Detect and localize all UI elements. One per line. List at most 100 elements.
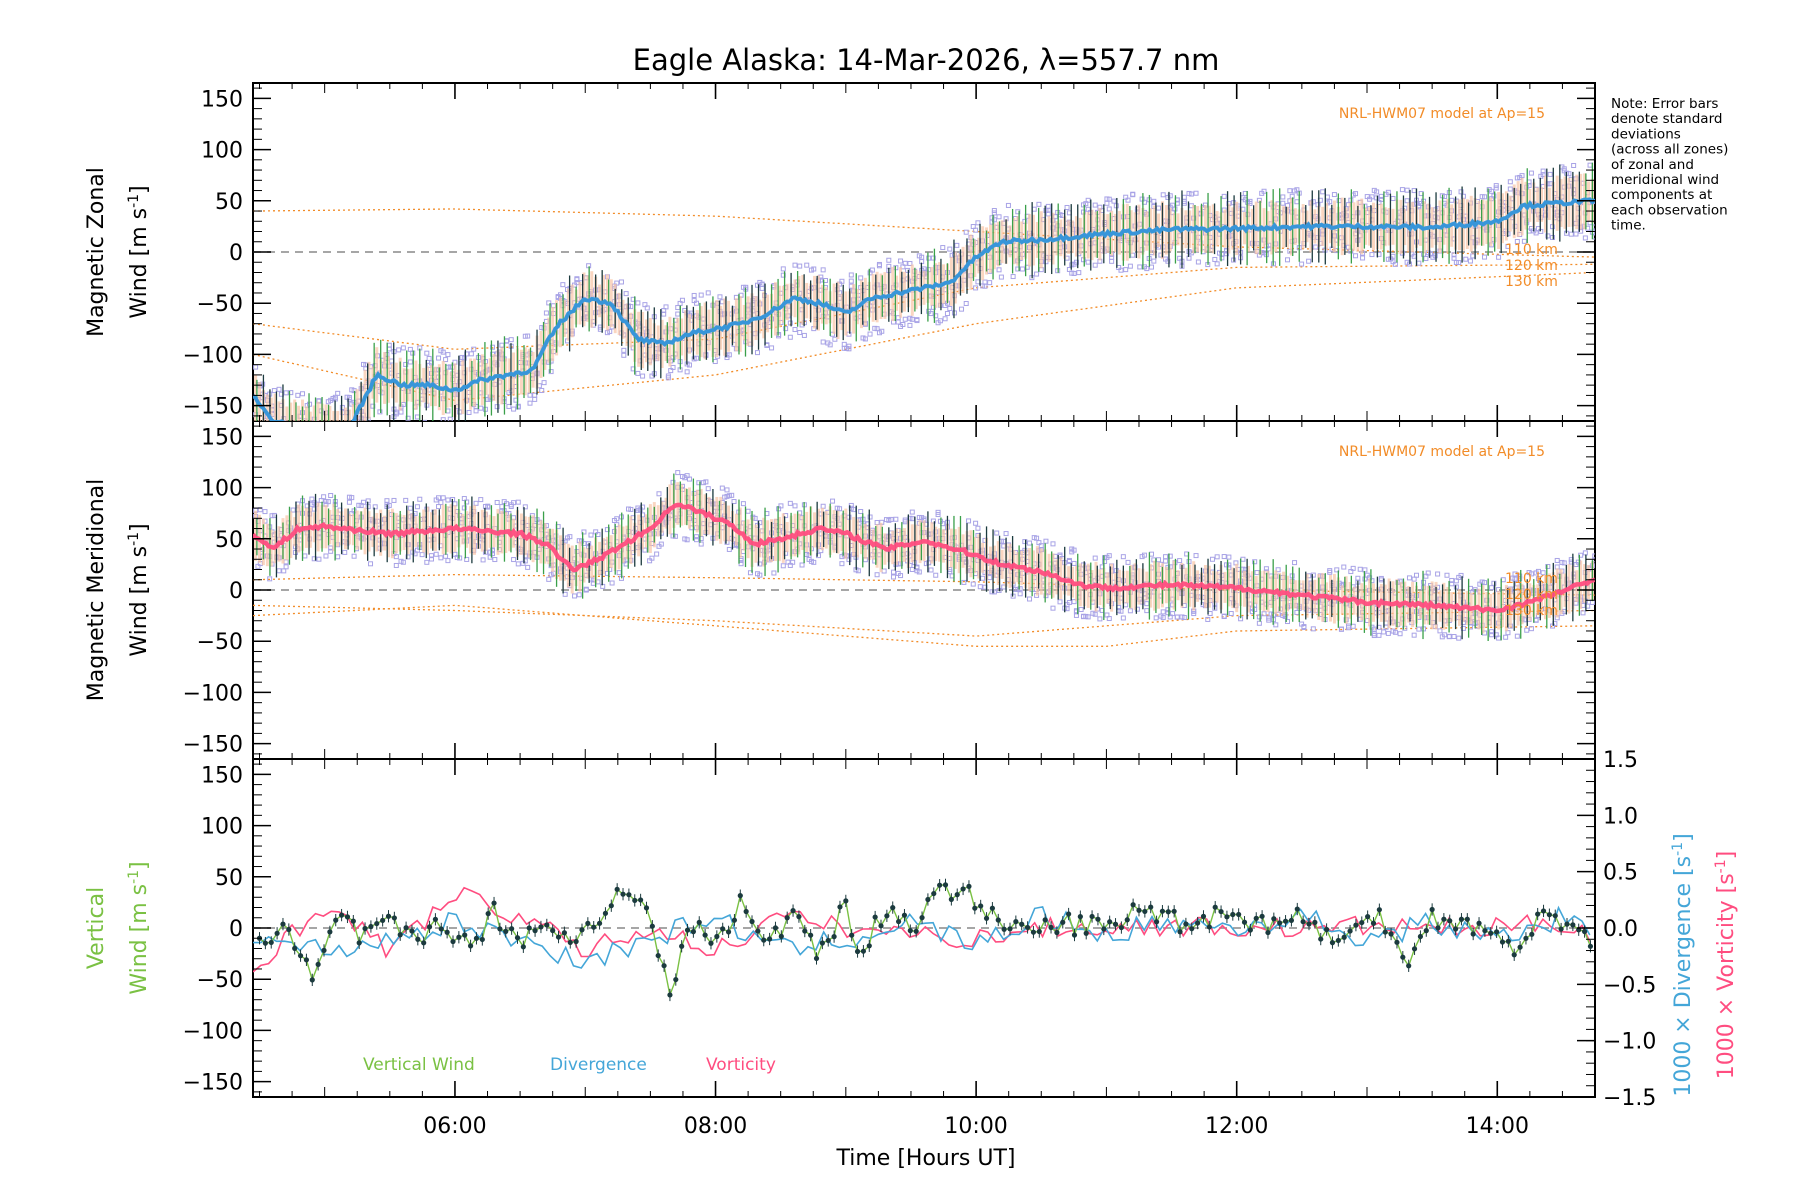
vertical-wind-point (1265, 929, 1271, 936)
zonal-zone-point (288, 390, 294, 396)
meridional-zone-point (1392, 629, 1398, 635)
meridional-zone-point (424, 559, 430, 565)
zonal-zone-point (780, 272, 786, 278)
vertical-wind-point (444, 929, 450, 935)
meridional-zone-point (980, 575, 986, 581)
zonal-zone-point (679, 297, 685, 303)
meridional-zone-point (1397, 631, 1403, 637)
meridional-zone-point (349, 495, 355, 501)
zonal-zone-point (560, 282, 566, 288)
meridional-zone-point (1120, 554, 1126, 560)
zonal-zone-point (1005, 202, 1011, 208)
zonal-zone-point (867, 331, 873, 337)
meridional-zone-point (684, 537, 690, 543)
meridional-zone-point (1451, 634, 1457, 639)
vertical-wind-point (374, 920, 380, 927)
meridional-zone-point (1528, 571, 1534, 577)
right-ytick-label: 1.0 (1603, 804, 1638, 829)
x-axis-title: Time [Hours UT] (836, 1146, 1016, 1171)
zonal-zone-point (527, 400, 533, 406)
vertical-wind-point (391, 915, 397, 921)
zonal-zone-point (1123, 267, 1129, 273)
zonal-zone-point (804, 262, 810, 268)
meridional-zone-point (1442, 632, 1448, 638)
zonal-zone-point (424, 350, 430, 356)
zonal-zone-point (298, 423, 302, 427)
xtick-label: 06:00 (423, 1114, 486, 1139)
vertical-wind-point (333, 917, 339, 923)
vertical-wind-point (1130, 902, 1136, 908)
vertical-wind-point (1054, 929, 1060, 936)
vertical-wind-point (1306, 921, 1312, 927)
zonal-zone-point (511, 406, 517, 412)
meridional-zone-point (1066, 600, 1072, 606)
zonal-zone-point (345, 453, 349, 457)
meridional-zone-point (930, 518, 936, 524)
meridional-zone-point (1127, 608, 1133, 614)
zonal-zone-point (623, 291, 629, 297)
meridional-zone-point (368, 561, 374, 567)
meridional-zone-point (977, 584, 983, 590)
meridional-zone-point (1524, 627, 1530, 633)
zonal-zone-point (343, 461, 347, 465)
vertical-wind-point (1107, 919, 1113, 925)
meridional-zone-point (696, 480, 702, 486)
zonal-zone-point (759, 285, 765, 291)
vertical-wind-point (1388, 931, 1394, 937)
zonal-zone-point (338, 444, 342, 448)
right-ytick-label: 0.5 (1603, 861, 1638, 886)
zonal-zone-point (343, 425, 347, 429)
vertical-wind-point (684, 927, 691, 933)
vertical-wind-point (268, 939, 274, 946)
vertical-wind-point (456, 934, 462, 940)
vertical-wind-point (796, 914, 802, 920)
meridional-zone-point (325, 499, 331, 505)
zonal-zone-point (322, 461, 326, 465)
meridional-zone-point (987, 575, 993, 581)
vorticity-ylabel: 1000 × Vorticity [s-1] (1713, 851, 1739, 1079)
vertical-wind-point (274, 930, 280, 936)
meridional-zone-point (1163, 554, 1169, 560)
zonal-zone-point (1571, 162, 1577, 168)
meridional-zone-point (724, 487, 730, 493)
zonal-zone-point (326, 448, 330, 452)
zonal-zone-point (314, 420, 320, 421)
meridional-zone-point (1435, 571, 1441, 577)
meridional-ytick-label: −50 (197, 630, 243, 655)
meridional-zone-point (480, 557, 486, 563)
zonal-zone-point (1547, 171, 1553, 177)
meridional-zone-point (738, 561, 744, 567)
zonal-zone-point (322, 467, 326, 471)
zonal-zone-point (499, 342, 505, 348)
zonal-zone-point (275, 435, 279, 439)
zonal-zone-point (1073, 259, 1079, 265)
meridional-zone-point (1221, 613, 1227, 619)
zonal-zone-point (400, 345, 406, 351)
vertical-wind-point (1417, 933, 1424, 940)
zonal-zone-point (926, 255, 932, 261)
meridional-zone-point (1066, 557, 1072, 563)
zonal-zone-point (811, 266, 817, 272)
meridional-zone-point (1371, 631, 1377, 637)
vertical-wind-point (608, 903, 614, 909)
zonal-zone-point (407, 359, 413, 365)
zonal-zone-point (1224, 251, 1230, 257)
meridional-zone-point (1482, 580, 1488, 586)
meridional-zone-point (818, 548, 824, 554)
meridional-zone-point (473, 500, 479, 506)
meridional-zone-point (1275, 567, 1281, 573)
meridional-zone-point (1528, 626, 1534, 632)
zonal-zone-point (942, 316, 948, 322)
zonal-zone-point (640, 373, 646, 379)
zonal-zone-point (848, 272, 854, 278)
zonal-height-130: 130 km (1505, 274, 1558, 290)
zonal-zone-point (466, 409, 472, 415)
meridional-zone-point (820, 503, 826, 509)
vertical-wind-point (749, 918, 755, 925)
meridional-model-curve-1 (253, 573, 1595, 596)
meridional-zone-point (1357, 566, 1363, 572)
zonal-zone-point (947, 246, 953, 252)
vertical-wind-point (667, 992, 673, 998)
vertical-wind-point (520, 944, 526, 950)
